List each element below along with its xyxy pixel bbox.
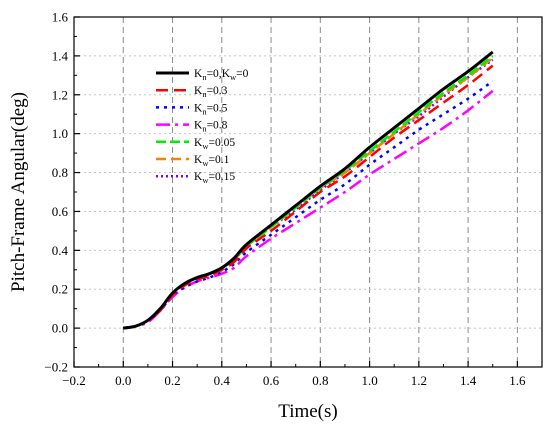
series-layer xyxy=(123,50,494,330)
x-tick-label: 0.4 xyxy=(214,373,231,388)
y-tick-label: 1.2 xyxy=(52,87,68,102)
x-tick-label: 0.6 xyxy=(263,373,280,388)
x-tick-label: −0.2 xyxy=(62,373,86,388)
grid-layer xyxy=(74,17,542,367)
x-tick-label: 0.2 xyxy=(164,373,180,388)
y-tick-label: −0.2 xyxy=(44,360,68,375)
y-tick-label: 1.6 xyxy=(52,10,69,25)
legend-label: Kw=0.05 xyxy=(194,137,235,151)
y-tick-label: 0.2 xyxy=(52,282,68,297)
y-tick-label: 0.6 xyxy=(52,204,69,219)
legend-label: Kn=0.8 xyxy=(194,120,228,134)
legend-label: Kn=0.3 xyxy=(194,85,228,99)
tick-layer: −0.2 0.0 0.2 0.4 0.6 0.8 1.0 1.2 1.4 1.6 −0.2 0.0 0.… xyxy=(44,10,526,389)
series-line xyxy=(123,89,494,330)
x-axis-title: Time(s) xyxy=(278,401,337,422)
x-tick-label: 1.2 xyxy=(411,373,427,388)
x-tick-label: 1.4 xyxy=(460,373,477,388)
legend-label: Kn=0,Kw=0 xyxy=(194,68,249,82)
x-tick-label: 1.0 xyxy=(361,373,377,388)
legend-label: Kn=0.5 xyxy=(194,102,228,116)
x-tick-label: 0.8 xyxy=(312,373,328,388)
legend-label: Kw=0.1 xyxy=(194,154,230,168)
y-tick-label: 0.8 xyxy=(52,165,68,180)
y-tick-label: 1.0 xyxy=(52,126,68,141)
legend: Kn=0,Kw=0 Kn=0.3 Kn=0.5 Kn=0.8 Kw=0.05 Kw=0.1… xyxy=(156,68,249,185)
y-tick-label: 0.4 xyxy=(52,243,69,258)
y-tick-label: 0.0 xyxy=(52,321,68,336)
x-tick-label: 1.6 xyxy=(509,373,526,388)
y-axis-title: Pitch-Frame Angular(deg) xyxy=(8,92,29,292)
series-line xyxy=(123,80,494,330)
series-line xyxy=(123,50,494,330)
x-tick-label: 0.0 xyxy=(115,373,131,388)
y-tick-label: 1.4 xyxy=(52,48,69,63)
legend-label: Kw=0.15 xyxy=(194,171,235,185)
